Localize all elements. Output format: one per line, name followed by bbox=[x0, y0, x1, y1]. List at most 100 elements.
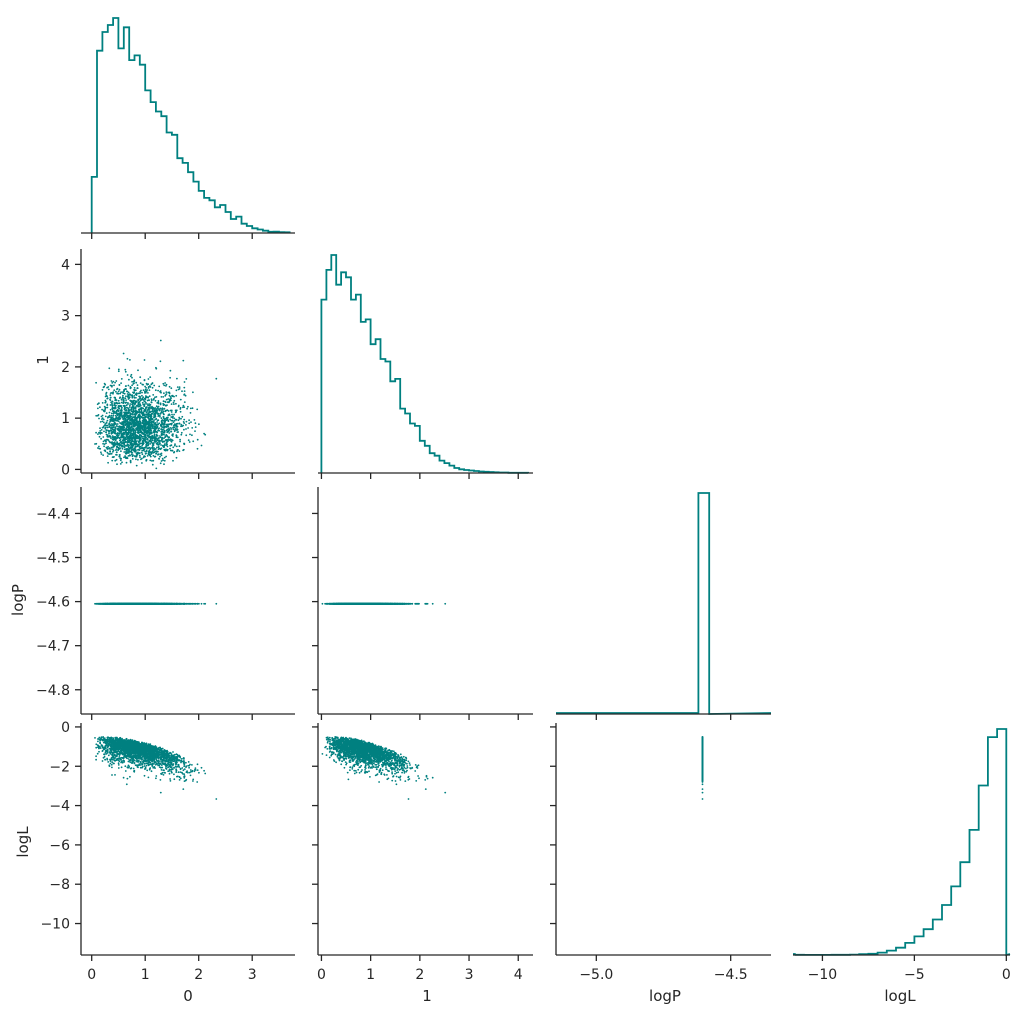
scatter-point bbox=[118, 402, 121, 405]
scatter-point bbox=[161, 432, 163, 435]
scatter-point bbox=[151, 463, 154, 466]
scatter-point bbox=[116, 420, 119, 422]
scatter-point bbox=[98, 602, 100, 605]
scatter-point bbox=[101, 408, 103, 411]
scatter-point bbox=[151, 442, 154, 445]
scatter-point bbox=[137, 415, 139, 418]
scatter-point bbox=[123, 426, 126, 429]
scatter-point bbox=[146, 399, 149, 402]
scatter-point bbox=[142, 433, 145, 435]
scatter-point bbox=[111, 382, 114, 384]
scatter-point bbox=[99, 447, 102, 450]
scatter-point bbox=[127, 384, 130, 387]
scatter-point bbox=[124, 456, 127, 458]
scatter-point bbox=[169, 376, 172, 379]
scatter-point bbox=[139, 456, 141, 458]
scatter-point bbox=[166, 418, 169, 420]
scatter-point bbox=[181, 415, 184, 418]
scatter-point bbox=[167, 430, 170, 433]
scatter-point bbox=[161, 441, 164, 443]
scatter-point bbox=[119, 459, 122, 462]
scatter-point bbox=[113, 443, 116, 445]
scatter-point bbox=[131, 416, 134, 419]
scatter-point bbox=[126, 414, 128, 417]
scatter-point bbox=[118, 412, 121, 414]
scatter-point bbox=[120, 382, 122, 384]
scatter-point bbox=[121, 436, 124, 439]
scatter-point bbox=[112, 426, 115, 428]
scatter-point bbox=[126, 393, 129, 395]
scatter-point bbox=[147, 386, 150, 388]
scatter-point bbox=[124, 418, 127, 420]
scatter-point bbox=[153, 397, 155, 400]
scatter-point bbox=[153, 429, 156, 432]
scatter-point bbox=[152, 394, 155, 396]
scatter-point bbox=[131, 396, 134, 399]
scatter-point bbox=[168, 423, 171, 426]
scatter-point bbox=[183, 406, 186, 408]
scatter-point bbox=[193, 419, 196, 421]
scatter-point bbox=[187, 427, 190, 429]
scatter-point bbox=[97, 447, 99, 449]
scatter-point bbox=[110, 452, 113, 455]
scatter-point bbox=[170, 387, 173, 390]
scatter-point bbox=[153, 439, 156, 442]
scatter-point bbox=[144, 427, 147, 429]
scatter-point bbox=[118, 384, 121, 386]
scatter-point bbox=[142, 389, 145, 392]
scatter-point bbox=[173, 419, 176, 422]
scatter-point bbox=[123, 392, 126, 395]
scatter-point bbox=[148, 395, 151, 398]
scatter-point bbox=[122, 397, 125, 399]
scatter-point bbox=[159, 415, 161, 418]
scatter-point bbox=[115, 458, 118, 461]
scatter-point bbox=[189, 407, 192, 410]
scatter-point bbox=[163, 463, 165, 466]
scatter-point bbox=[105, 442, 107, 445]
scatter-point bbox=[97, 407, 99, 410]
scatter-point bbox=[146, 406, 148, 408]
scatter-point bbox=[110, 412, 113, 415]
scatter-point bbox=[165, 398, 168, 401]
scatter-point bbox=[124, 421, 126, 424]
scatter-point bbox=[137, 435, 139, 438]
scatter-point bbox=[139, 445, 142, 448]
scatter-point bbox=[171, 439, 174, 442]
scatter-point bbox=[104, 399, 107, 402]
scatter-point bbox=[104, 406, 107, 409]
scatter-point bbox=[143, 414, 146, 416]
scatter-point bbox=[154, 455, 157, 458]
scatter-point bbox=[138, 454, 141, 457]
scatter-point bbox=[138, 418, 141, 421]
scatter-point bbox=[127, 394, 130, 397]
scatter-point bbox=[117, 420, 120, 423]
scatter-point bbox=[166, 448, 169, 451]
scatter-point bbox=[157, 407, 159, 410]
scatter-point bbox=[134, 439, 136, 442]
scatter-point bbox=[140, 451, 143, 454]
scatter-point bbox=[155, 424, 158, 427]
scatter-point bbox=[153, 437, 156, 440]
scatter-point bbox=[165, 455, 168, 458]
scatter-point bbox=[101, 402, 104, 404]
scatter-point bbox=[141, 397, 144, 400]
scatter-point bbox=[98, 445, 100, 448]
scatter-point bbox=[149, 428, 152, 431]
scatter-point bbox=[128, 417, 131, 420]
scatter-point bbox=[118, 442, 121, 445]
scatter-point bbox=[124, 402, 127, 404]
scatter-point bbox=[116, 454, 118, 456]
scatter-point bbox=[111, 404, 114, 407]
scatter-point bbox=[142, 440, 144, 442]
scatter-point bbox=[131, 384, 134, 387]
scatter-point bbox=[141, 447, 143, 450]
scatter-point bbox=[155, 367, 158, 370]
scatter-point bbox=[200, 444, 203, 447]
scatter-point bbox=[110, 392, 113, 394]
scatter-point bbox=[121, 426, 124, 428]
histogram-step-line bbox=[320, 254, 529, 474]
scatter-point bbox=[106, 404, 109, 406]
scatter-point bbox=[188, 422, 191, 425]
scatter-point bbox=[160, 428, 163, 430]
scatter-point bbox=[126, 374, 129, 376]
